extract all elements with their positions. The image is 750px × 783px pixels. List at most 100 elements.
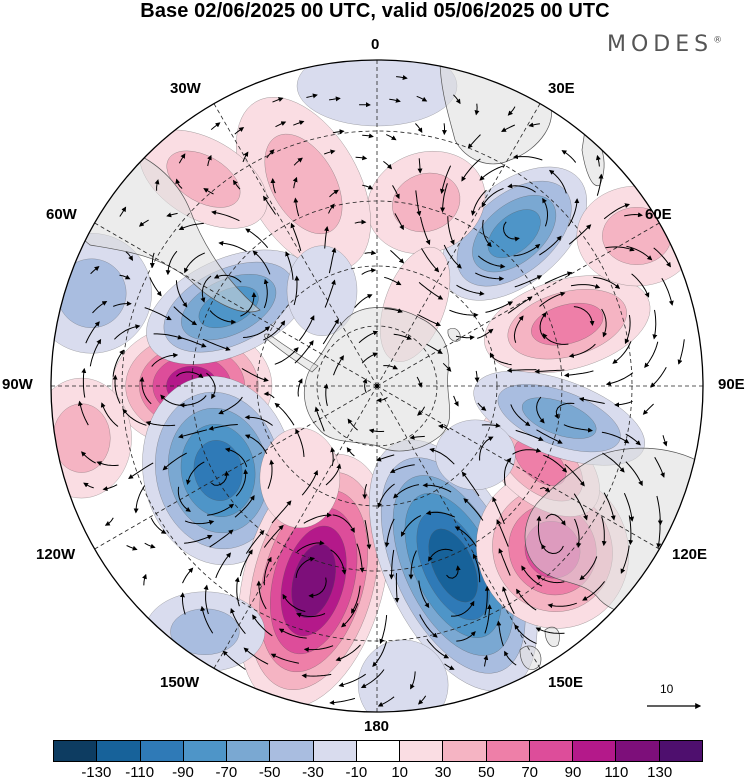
wind-arrow	[389, 97, 401, 103]
wind-arrow	[644, 341, 659, 368]
wind-arrow	[504, 457, 512, 486]
wind-arrow	[410, 671, 416, 690]
wind-arrow	[263, 195, 277, 215]
wind-arrow	[328, 203, 335, 214]
wind-arrow	[208, 424, 238, 431]
wind-arrow	[185, 461, 205, 485]
wind-arrow	[394, 213, 404, 231]
wind-arrow	[234, 576, 240, 607]
wind-arrow	[335, 644, 361, 662]
wind-arrow	[477, 328, 494, 339]
wind-arrow	[545, 513, 566, 526]
wind-arrow	[150, 517, 167, 534]
wind-arrow	[114, 324, 141, 340]
wind-arrow	[539, 312, 547, 340]
wind-arrow	[301, 673, 332, 679]
wind-arrow	[472, 553, 481, 583]
wind-arrow	[245, 228, 269, 249]
label-lon-60e: 60E	[645, 206, 672, 223]
wind-arrow	[502, 221, 520, 242]
wind-arrow	[184, 252, 206, 274]
wind-arrow	[428, 548, 453, 562]
label-lon-120w: 120W	[36, 546, 76, 563]
negative-anomaly	[286, 245, 358, 336]
label-lon-60w: 60W	[46, 206, 77, 223]
wind-arrow	[329, 189, 339, 198]
wind-arrow	[301, 469, 319, 496]
wind-arrow	[501, 124, 516, 132]
wind-arrow	[485, 301, 514, 313]
wind-arrow	[393, 484, 419, 499]
wind-arrow	[125, 251, 134, 261]
wind-arrow	[362, 184, 374, 190]
wind-arrow	[578, 396, 605, 404]
wind-arrow	[270, 178, 276, 194]
anomaly-contour	[56, 258, 127, 328]
wind-arrow	[252, 250, 271, 275]
wind-arrow	[567, 198, 580, 227]
wind-arrow	[372, 641, 387, 668]
wind-arrow	[368, 428, 385, 434]
wind-arrow	[496, 519, 509, 547]
wind-arrow	[510, 404, 531, 427]
colorbar-tick-label: -70	[215, 764, 238, 781]
wind-arrow	[489, 352, 512, 366]
new-zealand	[519, 645, 542, 670]
wind-arrow	[440, 183, 448, 213]
wind-arrow	[203, 584, 209, 615]
wind-arrow	[513, 243, 541, 257]
wind-arrow	[360, 669, 385, 688]
label-lon-120e: 120E	[672, 546, 708, 563]
wind-arrow	[661, 277, 674, 306]
island	[447, 327, 461, 342]
wind-arrow	[329, 697, 356, 706]
wind-arrow	[582, 581, 605, 601]
wind-arrow	[455, 335, 475, 341]
wind-arrow	[384, 276, 402, 286]
wind-arrow	[415, 190, 422, 217]
wind-arrow	[554, 402, 575, 420]
wind-arrow	[446, 565, 461, 579]
brand-text: MODES	[607, 32, 714, 57]
wind-arrow	[376, 454, 395, 462]
wind-arrow	[211, 470, 230, 486]
wind-arrow	[536, 575, 565, 584]
anomaly-contour	[286, 245, 358, 336]
wind-arrow	[215, 552, 232, 579]
wind-arrow	[224, 447, 248, 467]
wind-arrow	[383, 364, 398, 370]
wind-arrow	[477, 402, 487, 411]
wind-arrow	[271, 500, 292, 524]
label-lon-90e: 90E	[718, 376, 745, 393]
meridian-line	[213, 103, 378, 387]
wind-arrow	[394, 573, 400, 603]
wind-arrow	[244, 434, 268, 455]
wind-arrow	[389, 549, 395, 580]
wind-arrow	[605, 246, 635, 252]
wind-arrow	[474, 370, 480, 383]
anomaly-contour	[296, 60, 458, 127]
wind-arrow	[314, 406, 325, 432]
wind-arrow	[298, 315, 315, 342]
wind-arrow	[461, 471, 480, 497]
wind-arrow	[601, 308, 608, 338]
wind-arrow	[294, 340, 314, 364]
colorbar-swatch	[486, 741, 530, 761]
wind-arrow	[439, 165, 452, 194]
wind-arrow	[154, 179, 160, 191]
wind-arrow	[151, 352, 179, 367]
wind-arrow	[165, 250, 178, 276]
wind-arrow	[81, 451, 96, 464]
wind-arrow	[77, 400, 89, 426]
wind-arrow	[620, 545, 630, 574]
wind-arrow	[514, 275, 543, 288]
wind-arrow	[442, 362, 452, 372]
wind-arrow	[252, 614, 273, 637]
wind-arrow	[241, 368, 269, 383]
anomaly-contour	[193, 440, 243, 501]
wind-arrow	[209, 529, 234, 548]
wind-arrow	[451, 600, 475, 617]
wind-arrow	[409, 434, 425, 440]
wind-arrow	[325, 463, 342, 486]
